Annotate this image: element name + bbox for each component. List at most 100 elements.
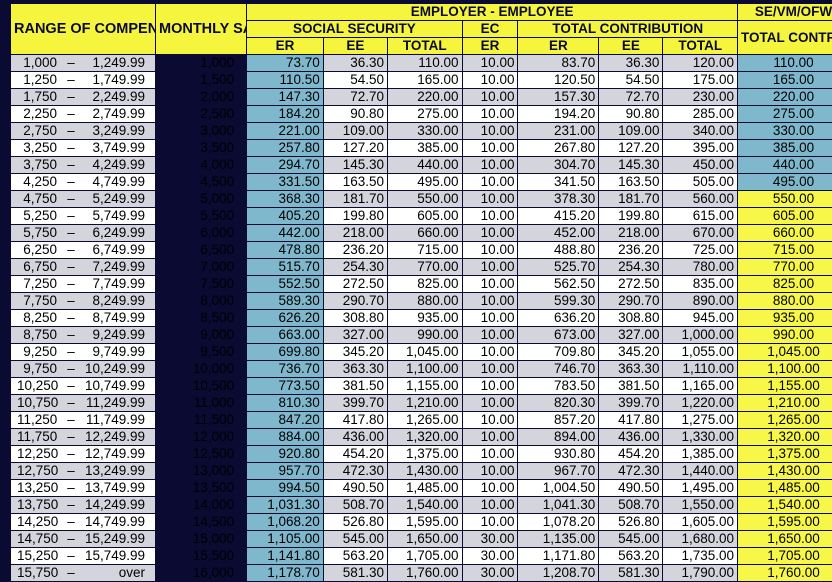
cell-ss-total: 770.00 [387, 259, 462, 276]
cell-ss-ee: 545.00 [323, 531, 387, 548]
range-low: 10,250 [17, 378, 57, 394]
range-low: 11,750 [17, 429, 57, 445]
cell-tc-ee: 54.50 [599, 72, 663, 89]
cell-tc-ee: 308.80 [599, 310, 663, 327]
cell-se-total: 495.00 [738, 174, 832, 191]
cell-ss-total: 605.00 [387, 208, 462, 225]
cell-ss-total: 1,320.00 [387, 429, 462, 446]
cell-tc-er: 820.30 [518, 395, 599, 412]
cell-ss-ee: 254.30 [323, 259, 387, 276]
cell-tc-ee: 399.70 [599, 395, 663, 412]
range-high: 15,249.99 [85, 531, 145, 547]
cell-ec-er: 10.00 [462, 412, 518, 429]
cell-msc: 10,000 [156, 361, 247, 378]
cell-tc-er: 1,004.50 [518, 480, 599, 497]
range-high: 2,249.99 [85, 89, 145, 105]
cell-se-total: 1,155.00 [738, 378, 832, 395]
cell-se-total: 1,265.00 [738, 412, 832, 429]
cell-msc: 2,000 [156, 89, 247, 106]
header-tc-ee: EE [599, 38, 663, 55]
cell-tc-total: 835.00 [663, 276, 738, 293]
cell-msc: 6,500 [156, 242, 247, 259]
cell-msc: 6,000 [156, 225, 247, 242]
cell-ec-er: 30.00 [462, 565, 518, 582]
cell-tc-er: 157.30 [518, 89, 599, 106]
range-low: 2,750 [17, 123, 57, 139]
range-high: over [85, 565, 145, 581]
cell-tc-total: 1,110.00 [663, 361, 738, 378]
range-dash: – [57, 157, 85, 173]
range-high: 5,749.99 [85, 208, 145, 224]
header-tc-er: ER [518, 38, 599, 55]
range-dash: – [57, 429, 85, 445]
cell-tc-er: 894.00 [518, 429, 599, 446]
cell-tc-er: 857.20 [518, 412, 599, 429]
range-dash: – [57, 514, 85, 530]
range-dash: – [57, 531, 85, 547]
cell-ss-er: 810.30 [247, 395, 324, 412]
cell-ss-total: 550.00 [387, 191, 462, 208]
cell-ss-total: 220.00 [387, 89, 462, 106]
cell-ss-total: 1,485.00 [387, 480, 462, 497]
header-se: SE/VM/OFW [738, 4, 832, 21]
cell-ec-er: 10.00 [462, 480, 518, 497]
range-low: 9,750 [17, 361, 57, 377]
cell-tc-total: 890.00 [663, 293, 738, 310]
cell-tc-total: 1,550.00 [663, 497, 738, 514]
cell-msc: 13,500 [156, 480, 247, 497]
cell-tc-er: 488.80 [518, 242, 599, 259]
cell-ss-ee: 508.70 [323, 497, 387, 514]
cell-ss-er: 1,105.00 [247, 531, 324, 548]
cell-se-total: 1,320.00 [738, 429, 832, 446]
cell-ss-ee: 36.30 [323, 55, 387, 72]
cell-ss-total: 330.00 [387, 123, 462, 140]
cell-se-total: 1,375.00 [738, 446, 832, 463]
cell-ec-er: 10.00 [462, 344, 518, 361]
cell-ss-ee: 181.70 [323, 191, 387, 208]
cell-tc-ee: 236.20 [599, 242, 663, 259]
cell-se-total: 1,760.00 [738, 565, 832, 582]
cell-range: 1,000–1,249.99 [11, 55, 156, 72]
cell-ss-total: 385.00 [387, 140, 462, 157]
cell-range: 7,250–7,749.99 [11, 276, 156, 293]
cell-range: 13,250–13,749.99 [11, 480, 156, 497]
cell-tc-total: 615.00 [663, 208, 738, 225]
cell-tc-er: 415.20 [518, 208, 599, 225]
cell-ec-er: 10.00 [462, 72, 518, 89]
cell-ss-er: 589.30 [247, 293, 324, 310]
range-high: 12,249.99 [85, 429, 145, 445]
range-low: 11,250 [17, 412, 57, 428]
cell-msc: 15,000 [156, 531, 247, 548]
range-dash: – [57, 412, 85, 428]
cell-se-total: 330.00 [738, 123, 832, 140]
cell-tc-er: 231.00 [518, 123, 599, 140]
header-social-security: SOCIAL SECURITY [247, 21, 462, 38]
cell-tc-er: 562.50 [518, 276, 599, 293]
header-ss-total: TOTAL [387, 38, 462, 55]
cell-tc-ee: 90.80 [599, 106, 663, 123]
range-low: 4,250 [17, 174, 57, 190]
cell-msc: 5,500 [156, 208, 247, 225]
range-high: 11,249.99 [85, 395, 145, 411]
cell-tc-ee: 163.50 [599, 174, 663, 191]
cell-tc-total: 945.00 [663, 310, 738, 327]
cell-range: 15,750–over [11, 565, 156, 582]
cell-ss-total: 825.00 [387, 276, 462, 293]
cell-tc-ee: 490.50 [599, 480, 663, 497]
cell-ss-ee: 526.80 [323, 514, 387, 531]
cell-tc-ee: 254.30 [599, 259, 663, 276]
range-dash: – [57, 378, 85, 394]
range-dash: – [57, 225, 85, 241]
cell-tc-total: 450.00 [663, 157, 738, 174]
cell-msc: 9,500 [156, 344, 247, 361]
range-low: 4,750 [17, 191, 57, 207]
cell-ss-er: 626.20 [247, 310, 324, 327]
cell-ss-er: 478.80 [247, 242, 324, 259]
